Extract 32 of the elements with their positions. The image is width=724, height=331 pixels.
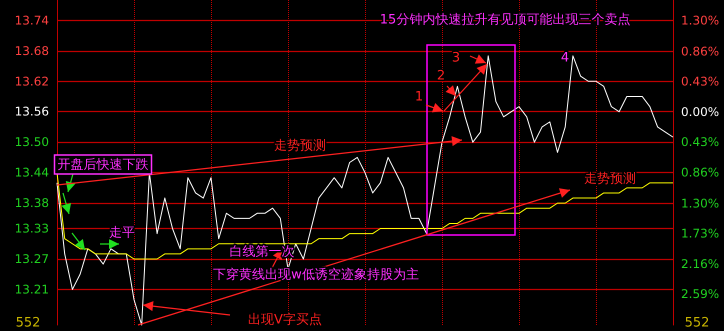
line-series xyxy=(56,172,674,260)
y2-tick-label: 0.86% xyxy=(681,44,720,58)
y2-tick-label: 1.30% xyxy=(681,196,720,210)
annotation: 3 xyxy=(452,50,460,66)
y2-tick-label: 0.00% xyxy=(681,104,720,119)
y2-tick-label: 1.73% xyxy=(681,226,720,241)
y-tick-label: 13.56 xyxy=(14,104,49,119)
y2-tick-label: 2.59% xyxy=(681,287,720,302)
y-tick-label: 13.21 xyxy=(14,282,49,296)
y-tick-label: 13.50 xyxy=(14,135,49,150)
text: 552 xyxy=(16,316,40,330)
y-tick-label: 13.44 xyxy=(14,166,49,180)
annotation: 出现V字买点 xyxy=(248,312,322,328)
annotation: 2 xyxy=(436,68,446,84)
y-tick-label: 13.62 xyxy=(14,74,49,88)
y-tick-label: 13.74 xyxy=(14,13,49,28)
y2-tick-label: 2.16% xyxy=(681,256,720,271)
y2-tick-label: 0.86% xyxy=(681,165,720,180)
annotation: 1 xyxy=(414,90,424,104)
annotation: 走平 xyxy=(109,226,135,240)
annotation: 4 xyxy=(560,50,570,66)
y-tick-label: 13.68 xyxy=(14,44,49,58)
text: 552 xyxy=(684,316,710,330)
annotation: 走势预测 xyxy=(274,138,326,154)
y-tick-label: 13.27 xyxy=(14,252,49,266)
annotation: 开盘后快速下跌 xyxy=(58,158,148,172)
y2-tick-label: 1.30% xyxy=(681,13,720,28)
y2-tick-label: 0.43% xyxy=(681,74,720,89)
y2-tick-label: 0.43% xyxy=(681,135,720,150)
y-tick-label: 13.38 xyxy=(14,196,49,210)
annotation: 走势预测 xyxy=(584,172,636,186)
y-tick-label: 13.33 xyxy=(14,222,49,236)
